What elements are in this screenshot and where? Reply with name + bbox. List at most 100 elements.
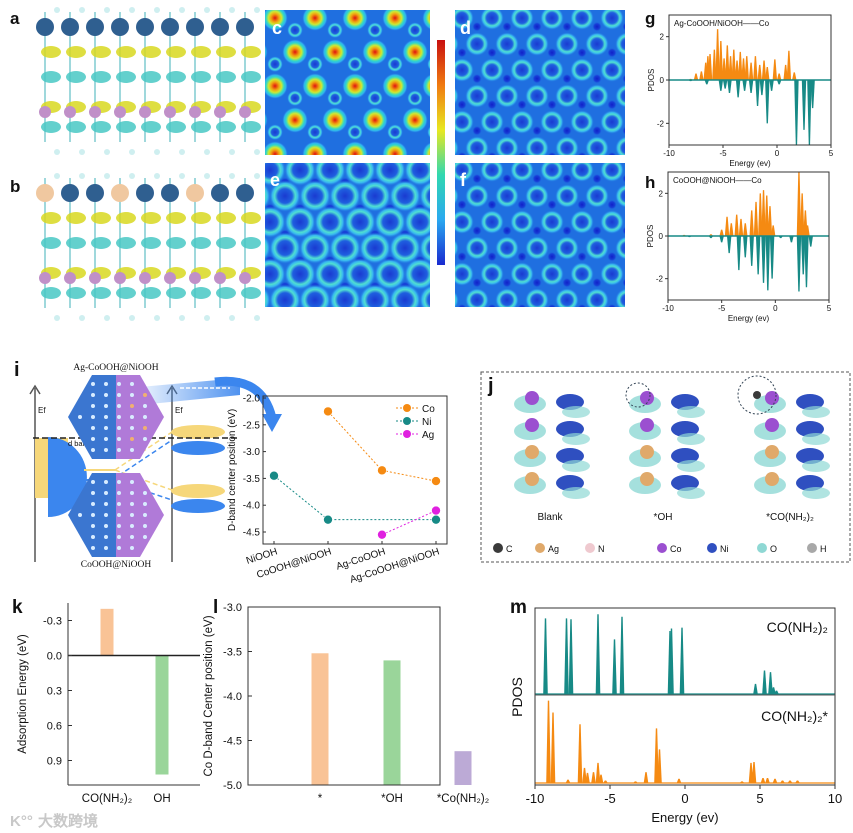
charge-spot [570, 163, 594, 182]
pdos-peak [736, 236, 742, 271]
pdos-peak [598, 774, 604, 783]
watermark: 大数跨境 [38, 812, 98, 830]
charge-density-lobe [91, 46, 111, 58]
atom [254, 7, 260, 13]
charge-spot [344, 258, 376, 290]
atom [139, 106, 151, 118]
pdos-peak [765, 777, 770, 783]
charge-density-lobe [241, 71, 261, 83]
legend-atom-c-icon [493, 543, 503, 553]
atom [802, 433, 830, 445]
pdos-peak [757, 64, 762, 80]
pdos-peak [724, 216, 730, 236]
atom [765, 445, 779, 459]
pdos-peak [699, 71, 704, 80]
atom [154, 315, 160, 321]
adsorbate-highlight [625, 382, 651, 408]
y-tick-label: 0 [660, 76, 665, 85]
atom [129, 7, 135, 13]
pdos-peak [753, 201, 759, 236]
chart-title: CoOOH@NiOOH——Co [673, 176, 762, 185]
pdos-peak [719, 236, 724, 243]
pdos-peak [804, 236, 809, 288]
charge-spot [455, 210, 474, 234]
charge-spot [265, 183, 271, 209]
charge-spot [387, 124, 403, 141]
y-tick-label: -3.0 [243, 447, 261, 458]
atom [753, 391, 761, 399]
atom [239, 106, 251, 118]
atom [143, 513, 147, 517]
charge-density-lobe [41, 121, 61, 133]
atom [765, 418, 779, 432]
atom [104, 491, 108, 495]
pdos-peak [772, 59, 778, 80]
charge-map-c [247, 10, 430, 174]
legend-marker [403, 404, 411, 412]
legend-atom-o-icon [757, 543, 767, 553]
charge-spot [419, 284, 430, 307]
pdos-peak [758, 193, 763, 236]
pdos-peak [721, 58, 727, 80]
charge-spot [347, 124, 363, 141]
bar [155, 655, 169, 775]
charge-density-lobe [241, 287, 261, 299]
charge-spot [495, 136, 519, 155]
charge-spot [309, 333, 321, 345]
pdos-peak [801, 236, 806, 275]
charge-spot [600, 58, 624, 82]
charge-spot [265, 206, 286, 238]
atom [130, 491, 134, 495]
atom [154, 7, 160, 13]
atom [104, 448, 108, 452]
charge-spot [474, 307, 486, 319]
legend-atom-ag-icon [535, 543, 545, 553]
charge-density-lobe [191, 237, 211, 249]
atom [117, 513, 121, 517]
charge-spot [562, 73, 572, 84]
charge-spot [455, 139, 459, 155]
charge-spot [637, 48, 647, 58]
charge-spot [265, 258, 286, 290]
charge-spot [600, 110, 624, 134]
legend-label: Ag [422, 430, 434, 441]
pdos-peak [755, 236, 761, 275]
charge-spot [570, 210, 594, 234]
charge-spot [457, 303, 467, 307]
pdos-peak [808, 236, 813, 247]
charge-density-lobe [166, 237, 186, 249]
charge-spot [264, 307, 276, 319]
charge-density-lobe [141, 121, 161, 133]
charge-spot [287, 90, 303, 107]
panel-label-d: d [460, 18, 471, 38]
charge-spot [455, 163, 474, 182]
pdos-peak [550, 712, 556, 783]
charge-density-lobe [166, 71, 186, 83]
atom [54, 173, 60, 179]
pdos-peak [718, 41, 724, 80]
atom [143, 535, 147, 539]
y-tick-label: 0.6 [47, 721, 62, 733]
charge-density-lobe [166, 287, 186, 299]
charge-spot [282, 39, 308, 65]
y-tick-label: -3.5 [243, 474, 261, 485]
atom [61, 18, 79, 36]
atom [78, 415, 82, 419]
atom [54, 149, 60, 155]
charge-spot [487, 0, 497, 6]
charge-spot [570, 110, 594, 134]
atom [130, 382, 134, 386]
charge-density-lobe [191, 121, 211, 133]
legend-marker [403, 430, 411, 438]
charge-spot [562, 173, 572, 184]
charge-spot [247, 158, 263, 174]
charge-spot [455, 87, 459, 105]
charge-spot [592, 277, 602, 288]
charge-spot [457, 251, 467, 262]
charge-density-lobe [66, 121, 86, 133]
charge-spot [480, 262, 504, 286]
charge-spot [592, 73, 602, 84]
charge-spot [562, 125, 572, 136]
pdos-peak [543, 618, 548, 694]
atom [130, 502, 134, 506]
